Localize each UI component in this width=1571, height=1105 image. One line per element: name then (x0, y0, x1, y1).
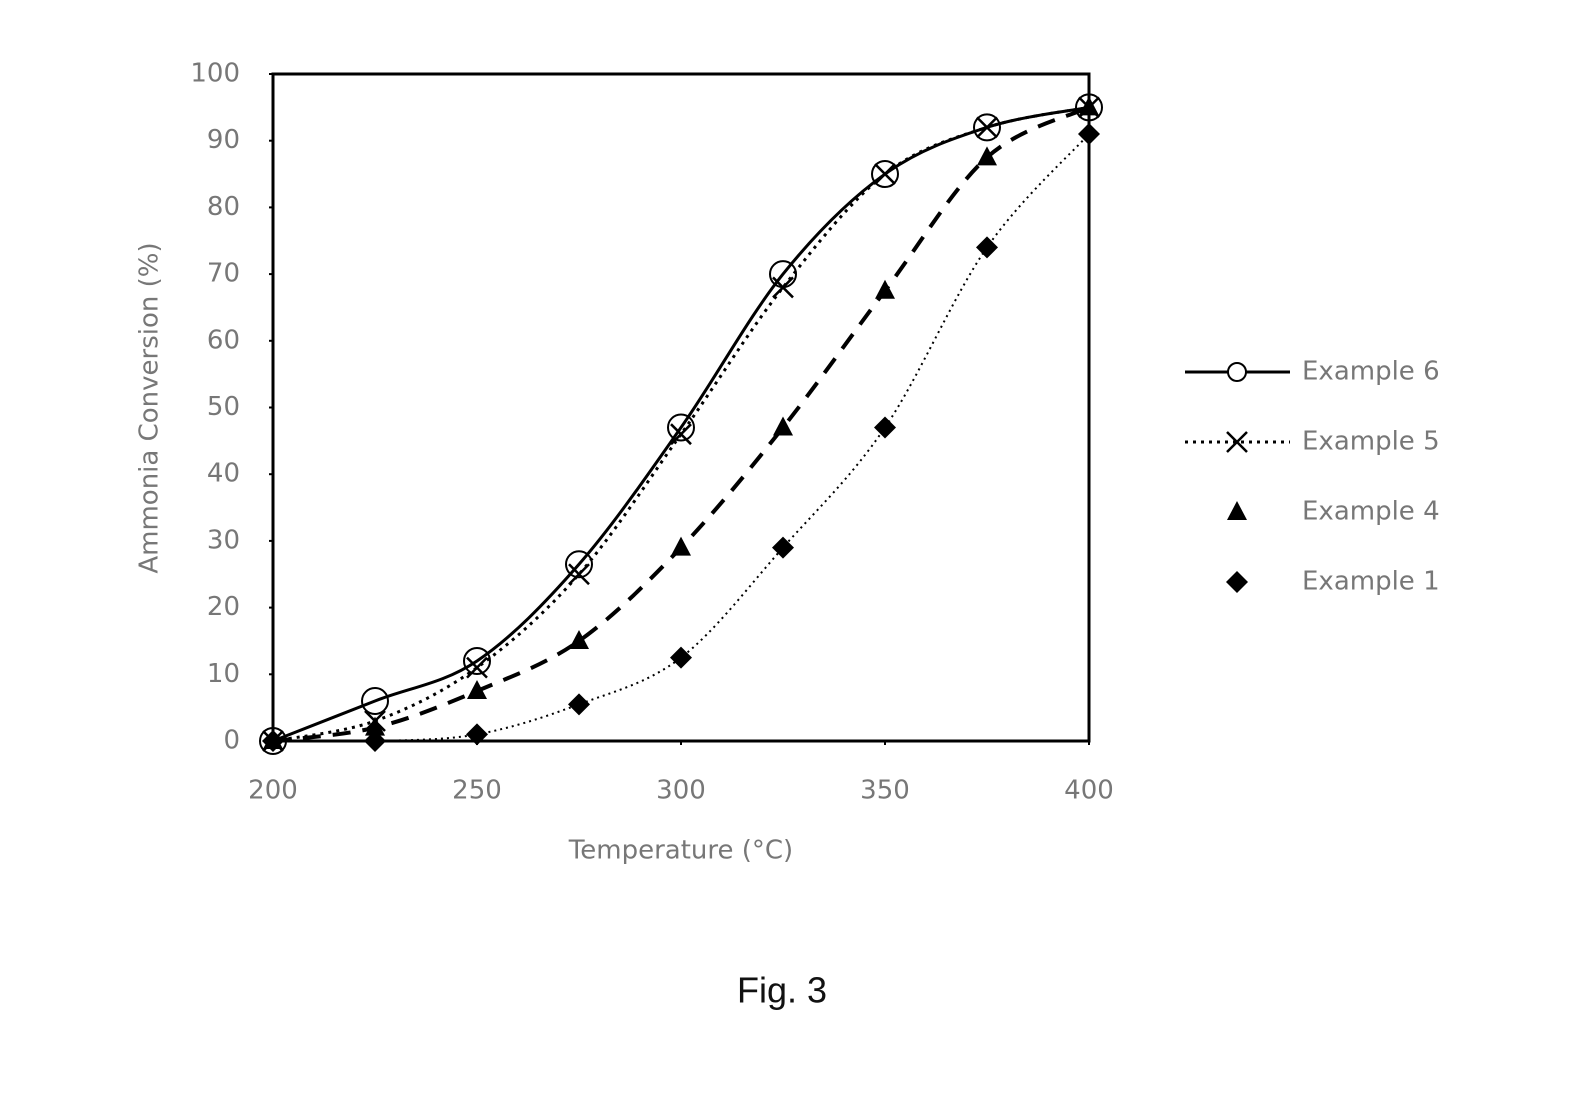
y-tick-label: 30 (207, 525, 240, 555)
marker (875, 279, 895, 299)
marker (467, 679, 487, 699)
y-tick-label: 10 (207, 659, 240, 689)
marker (1079, 96, 1099, 116)
y-tick-label: 0 (223, 726, 240, 756)
marker (466, 656, 488, 679)
x-axis-label: Temperature (°C) (568, 836, 793, 866)
x-tick-label: 350 (860, 776, 910, 806)
marker (365, 716, 385, 736)
marker (364, 730, 386, 752)
marker (670, 423, 692, 446)
x-tick-label: 300 (656, 776, 706, 806)
marker (671, 536, 691, 556)
marker (463, 646, 491, 675)
marker (670, 646, 692, 669)
y-tick-label: 20 (207, 592, 240, 622)
series-line (272, 105, 1090, 743)
marker (874, 163, 896, 185)
marker (977, 146, 997, 166)
legend-label: Example 1 (1302, 567, 1440, 597)
y-axis-label: Ammonia Conversion (%) (135, 242, 165, 573)
marker (568, 693, 590, 716)
series-line (272, 105, 1090, 743)
marker (871, 160, 899, 189)
marker (1078, 123, 1100, 146)
marker (973, 113, 1001, 142)
x-tick-label: 400 (1064, 776, 1114, 806)
marker (976, 116, 998, 139)
marker (772, 276, 794, 299)
marker (874, 416, 896, 439)
x-tick-label: 250 (452, 776, 502, 806)
marker (565, 550, 593, 579)
marker (772, 536, 794, 559)
x-tick-label: 200 (248, 776, 298, 806)
plot-frame (271, 72, 1091, 743)
series-line (272, 105, 1090, 743)
y-tick-label: 100 (190, 59, 240, 89)
legend-marker (1226, 431, 1248, 453)
y-tick-label: 80 (207, 192, 240, 222)
legend-label: Example 6 (1302, 357, 1440, 387)
legend-marker (1227, 501, 1247, 520)
y-tick-label: 40 (207, 459, 240, 489)
legend-label: Example 4 (1302, 497, 1440, 527)
marker (976, 236, 998, 259)
legend-marker (1227, 362, 1247, 382)
marker (466, 723, 488, 746)
y-tick-label: 60 (207, 325, 240, 355)
marker (361, 686, 389, 715)
y-tick-label: 50 (207, 392, 240, 422)
marker (1075, 93, 1103, 122)
marker (773, 416, 793, 436)
marker (667, 413, 695, 442)
legend-label: Example 5 (1302, 427, 1440, 457)
marker (569, 629, 589, 649)
marker (568, 563, 590, 586)
y-tick-label: 70 (207, 259, 240, 289)
figure-caption: Fig. 3 (737, 970, 827, 1011)
legend-marker (1226, 571, 1248, 593)
y-tick-label: 90 (207, 125, 240, 155)
marker (262, 730, 284, 752)
